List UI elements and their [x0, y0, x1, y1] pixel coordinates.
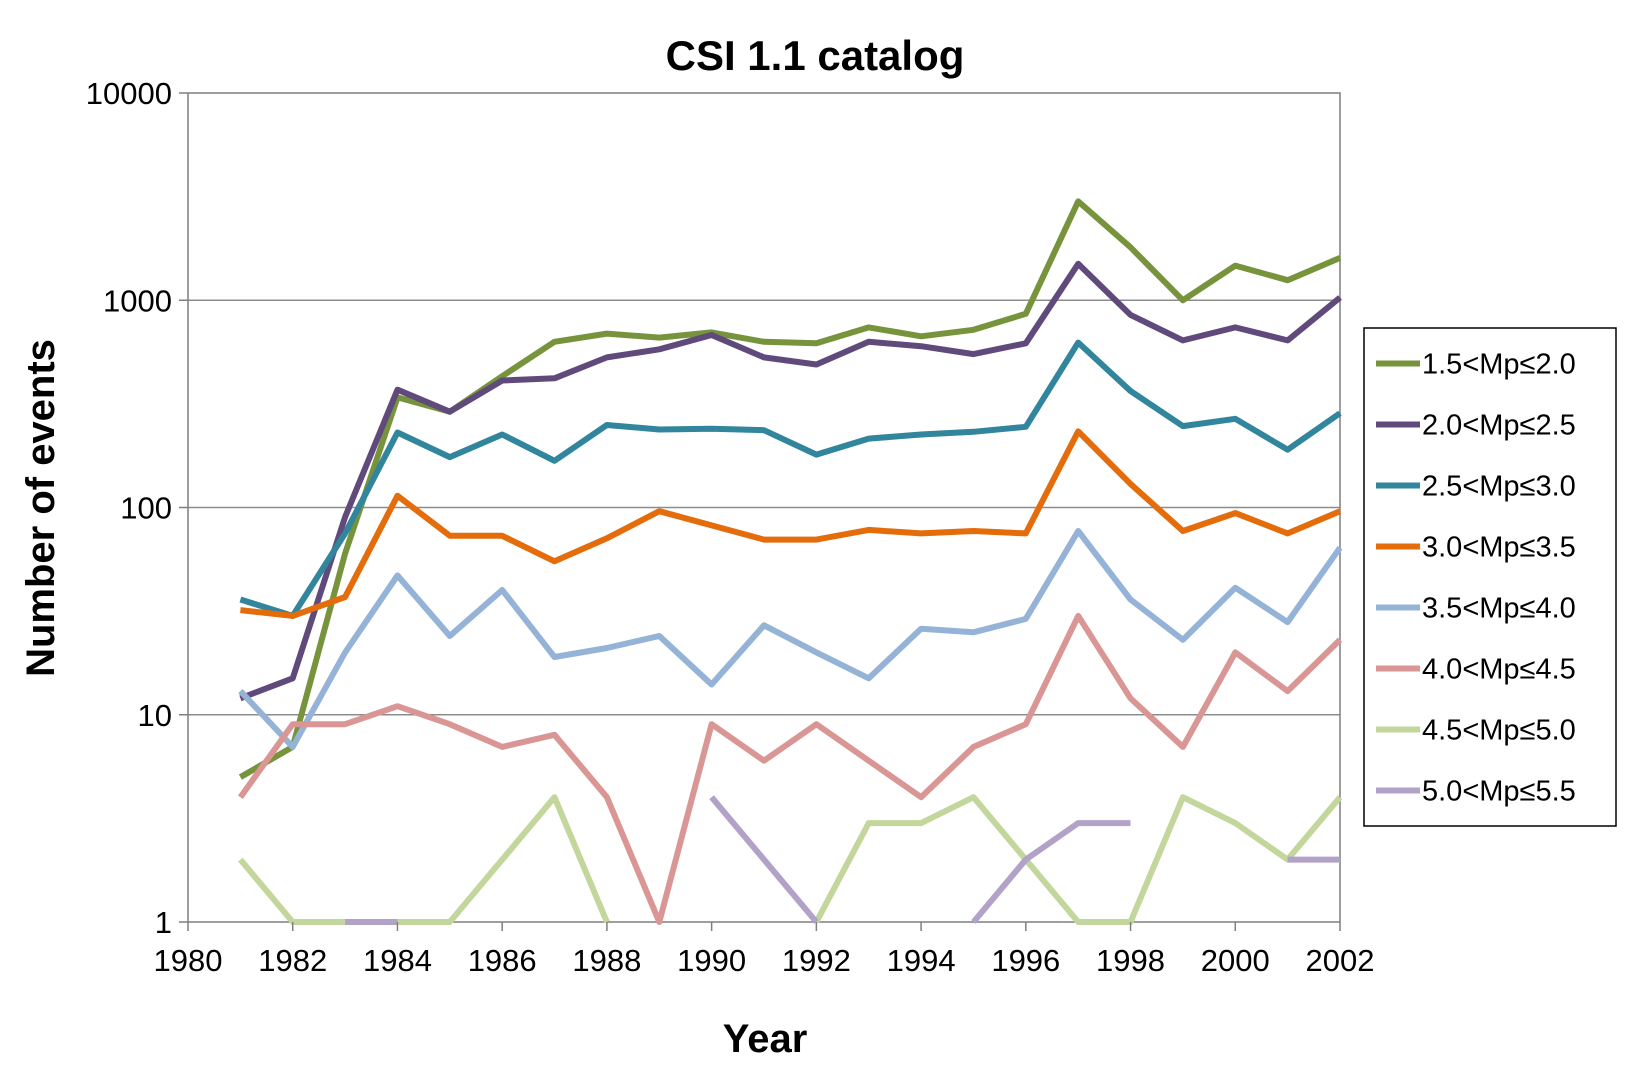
legend-item: 2.5<Mp≤3.0 — [1376, 471, 1576, 503]
series-line — [971, 820, 1131, 924]
y-tick-labels: 1 10 100 1000 10000 — [86, 76, 188, 940]
series-line — [239, 260, 1342, 702]
x-tick-label: 2002 — [1306, 943, 1375, 978]
legend-label: 5.0<Mp≤5.5 — [1422, 776, 1576, 808]
legend-label: 3.0<Mp≤3.5 — [1422, 532, 1576, 564]
x-tick-label: 1994 — [887, 943, 956, 978]
x-tick-label: 1982 — [258, 943, 327, 978]
y-tick-label: 100 — [120, 491, 172, 526]
chart-title: CSI 1.1 catalog — [666, 32, 965, 79]
legend: 1.5<Mp≤2.0 2.0<Mp≤2.5 2.5<Mp≤3.0 3.0<Mp≤3.5… — [1363, 327, 1617, 827]
series-line — [813, 794, 1343, 925]
x-tick-label: 1990 — [677, 943, 746, 978]
legend-label: 2.5<Mp≤3.0 — [1422, 471, 1576, 503]
legend-item: 3.0<Mp≤3.5 — [1376, 532, 1576, 564]
series-line — [240, 428, 1342, 619]
series-2 — [239, 260, 1342, 702]
series-line — [237, 612, 1343, 925]
legend-item: 5.0<Mp≤5.5 — [1376, 776, 1576, 808]
x-tick-label: 2000 — [1201, 943, 1270, 978]
x-tick-label: 1988 — [572, 943, 641, 978]
y-tick-label: 1000 — [103, 283, 172, 318]
series-lines — [237, 198, 1343, 925]
series-7 — [238, 794, 1343, 925]
y-axis-title: Number of events — [19, 339, 63, 677]
legend-item: 4.5<Mp≤5.0 — [1376, 715, 1576, 747]
y-tick-label: 10000 — [86, 76, 172, 111]
series-3 — [239, 339, 1342, 619]
legend-box — [1363, 327, 1617, 827]
series-6 — [237, 612, 1343, 925]
legend-label: 1.5<Mp≤2.0 — [1422, 349, 1576, 381]
series-line — [709, 795, 819, 924]
legend-item: 4.0<Mp≤4.5 — [1376, 654, 1576, 686]
x-tick-label: 1996 — [991, 943, 1060, 978]
x-tick-label: 1992 — [782, 943, 851, 978]
legend-item: 2.0<Mp≤2.5 — [1376, 410, 1576, 442]
x-axis-title: Year — [723, 1017, 808, 1061]
y-tick-label: 10 — [138, 698, 172, 733]
series-1 — [238, 198, 1342, 780]
legend-label: 3.5<Mp≤4.0 — [1422, 593, 1576, 625]
series-5 — [238, 528, 1343, 750]
series-line — [239, 339, 1342, 619]
x-tick-label: 1980 — [154, 943, 223, 978]
series-4 — [240, 428, 1342, 619]
series-line — [238, 198, 1342, 780]
x-tick-label: 1984 — [363, 943, 432, 978]
x-tick-label: 1986 — [468, 943, 537, 978]
legend-item: 1.5<Mp≤2.0 — [1376, 349, 1576, 381]
series-line — [238, 794, 610, 925]
legend-label: 4.0<Mp≤4.5 — [1422, 654, 1576, 686]
legend-label: 4.5<Mp≤5.0 — [1422, 715, 1576, 747]
x-tick-labels: 1980 1982 1984 1986 1988 1990 1992 1994 1996 1998… — [154, 922, 1375, 978]
legend-label: 2.0<Mp≤2.5 — [1422, 410, 1576, 442]
y-tick-label: 1 — [155, 905, 172, 940]
legend-item: 3.5<Mp≤4.0 — [1376, 593, 1576, 625]
series-8 — [345, 795, 1340, 925]
x-tick-label: 1998 — [1096, 943, 1165, 978]
series-line — [238, 528, 1343, 750]
